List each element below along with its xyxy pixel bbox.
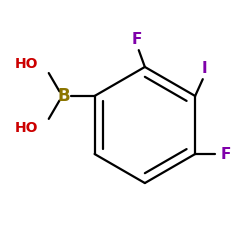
Text: I: I — [202, 61, 207, 76]
Text: HO: HO — [14, 57, 38, 71]
Text: B: B — [58, 87, 70, 105]
Text: HO: HO — [14, 121, 38, 135]
Text: F: F — [220, 146, 231, 162]
Text: F: F — [132, 32, 142, 47]
